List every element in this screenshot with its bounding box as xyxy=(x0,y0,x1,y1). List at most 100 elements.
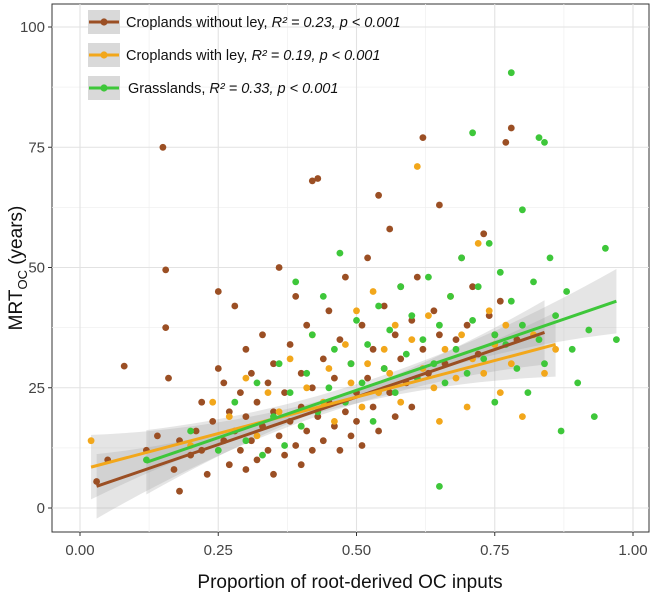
data-point-series-0 xyxy=(162,324,170,331)
data-point-series-2 xyxy=(281,442,288,449)
data-point-series-1 xyxy=(474,240,482,247)
data-point-series-2 xyxy=(590,413,598,420)
data-point-series-0 xyxy=(469,283,476,291)
data-point-series-2 xyxy=(557,427,565,435)
data-point-series-0 xyxy=(419,134,427,142)
data-point-series-0 xyxy=(297,461,305,469)
data-point-series-0 xyxy=(275,432,283,440)
data-point-series-2 xyxy=(292,278,300,286)
data-point-series-0 xyxy=(93,478,100,485)
data-point-series-2 xyxy=(441,379,449,387)
data-point-series-0 xyxy=(342,273,349,281)
data-point-series-2 xyxy=(585,326,593,334)
data-point-series-1 xyxy=(413,163,421,170)
data-point-series-0 xyxy=(192,427,200,435)
data-point-series-0 xyxy=(430,307,438,315)
data-point-series-0 xyxy=(358,321,366,329)
data-point-series-0 xyxy=(413,273,421,281)
data-point-series-2 xyxy=(187,427,195,435)
data-point-series-0 xyxy=(380,302,388,310)
data-point-series-0 xyxy=(331,374,338,382)
data-point-series-2 xyxy=(546,254,554,262)
data-point-series-0 xyxy=(336,336,344,343)
data-point-series-0 xyxy=(436,201,443,209)
data-point-series-2 xyxy=(336,249,344,257)
data-point-series-1 xyxy=(286,355,294,363)
data-point-series-0 xyxy=(120,362,128,370)
data-point-series-0 xyxy=(303,321,311,329)
data-point-series-0 xyxy=(480,230,488,238)
data-point-series-2 xyxy=(491,398,499,406)
x-tick-label: 0.00 xyxy=(65,542,94,559)
data-point-series-0 xyxy=(336,446,344,454)
data-point-series-2 xyxy=(386,326,394,334)
data-point-series-0 xyxy=(397,355,405,363)
data-point-series-2 xyxy=(369,418,377,425)
data-point-series-2 xyxy=(436,321,443,329)
x-axis-title: Proportion of root-derived OC inputs xyxy=(197,572,502,593)
data-point-series-1 xyxy=(541,369,548,377)
data-point-series-1 xyxy=(552,345,559,353)
data-point-series-1 xyxy=(452,374,460,382)
data-point-series-1 xyxy=(441,345,449,353)
data-point-series-1 xyxy=(386,369,394,377)
data-point-series-1 xyxy=(342,341,349,348)
data-point-series-0 xyxy=(485,312,493,319)
data-points xyxy=(87,69,620,495)
data-point-series-1 xyxy=(397,398,405,406)
legend-key-point xyxy=(100,51,108,59)
data-point-series-2 xyxy=(519,321,526,329)
data-point-series-2 xyxy=(519,206,526,214)
data-point-series-1 xyxy=(325,365,333,372)
data-point-series-0 xyxy=(176,487,183,495)
data-point-series-1 xyxy=(436,418,443,425)
y-axis-title: MRTOC (years) xyxy=(6,206,30,331)
data-point-series-0 xyxy=(154,432,161,440)
data-point-series-0 xyxy=(408,403,416,411)
data-point-series-1 xyxy=(391,321,399,329)
data-point-series-0 xyxy=(214,288,222,295)
data-point-series-2 xyxy=(485,240,493,247)
data-point-series-0 xyxy=(507,124,515,132)
data-point-series-0 xyxy=(419,345,427,353)
data-point-series-0 xyxy=(375,427,382,435)
legend-item-grasslands: Grasslands, R² = 0.33, p < 0.001 xyxy=(88,76,338,100)
data-point-series-0 xyxy=(369,345,377,353)
data-point-series-0 xyxy=(275,264,283,271)
data-point-series-1 xyxy=(519,413,526,420)
y-tick-label: 50 xyxy=(28,260,45,277)
data-point-series-0 xyxy=(242,413,250,420)
data-point-series-2 xyxy=(325,384,333,392)
data-point-series-2 xyxy=(347,360,355,368)
data-point-series-0 xyxy=(369,403,377,411)
data-point-series-0 xyxy=(264,446,272,454)
data-point-series-0 xyxy=(248,369,255,377)
data-point-series-1 xyxy=(364,360,371,368)
data-point-series-0 xyxy=(502,139,510,146)
data-point-series-0 xyxy=(248,437,255,445)
data-point-series-0 xyxy=(358,442,366,449)
data-point-series-2 xyxy=(530,278,537,286)
data-point-series-0 xyxy=(281,451,288,459)
data-point-series-1 xyxy=(209,398,217,406)
legend-label: Grasslands, R² = 0.33, p < 0.001 xyxy=(128,81,338,97)
data-point-series-0 xyxy=(391,413,399,420)
data-point-series-2 xyxy=(214,446,222,454)
data-point-series-0 xyxy=(270,408,277,416)
data-point-series-0 xyxy=(264,379,272,387)
legend: Croplands without ley, R² = 0.23, p < 0.… xyxy=(88,10,401,100)
data-point-series-1 xyxy=(380,345,388,353)
data-point-series-2 xyxy=(474,283,482,291)
fit-line-series-1 xyxy=(90,343,556,469)
data-point-series-0 xyxy=(347,432,355,440)
data-point-series-2 xyxy=(364,341,371,348)
legend-item-croplands-with-ley: Croplands with ley, R² = 0.19, p < 0.001 xyxy=(88,43,380,67)
y-tick-label: 100 xyxy=(20,19,45,36)
data-point-series-0 xyxy=(162,266,170,274)
data-point-series-0 xyxy=(198,398,206,406)
data-point-series-0 xyxy=(237,446,244,454)
data-point-series-2 xyxy=(297,422,305,430)
data-point-series-0 xyxy=(297,369,305,377)
y-axis-title-suffix: (years) xyxy=(6,206,27,270)
